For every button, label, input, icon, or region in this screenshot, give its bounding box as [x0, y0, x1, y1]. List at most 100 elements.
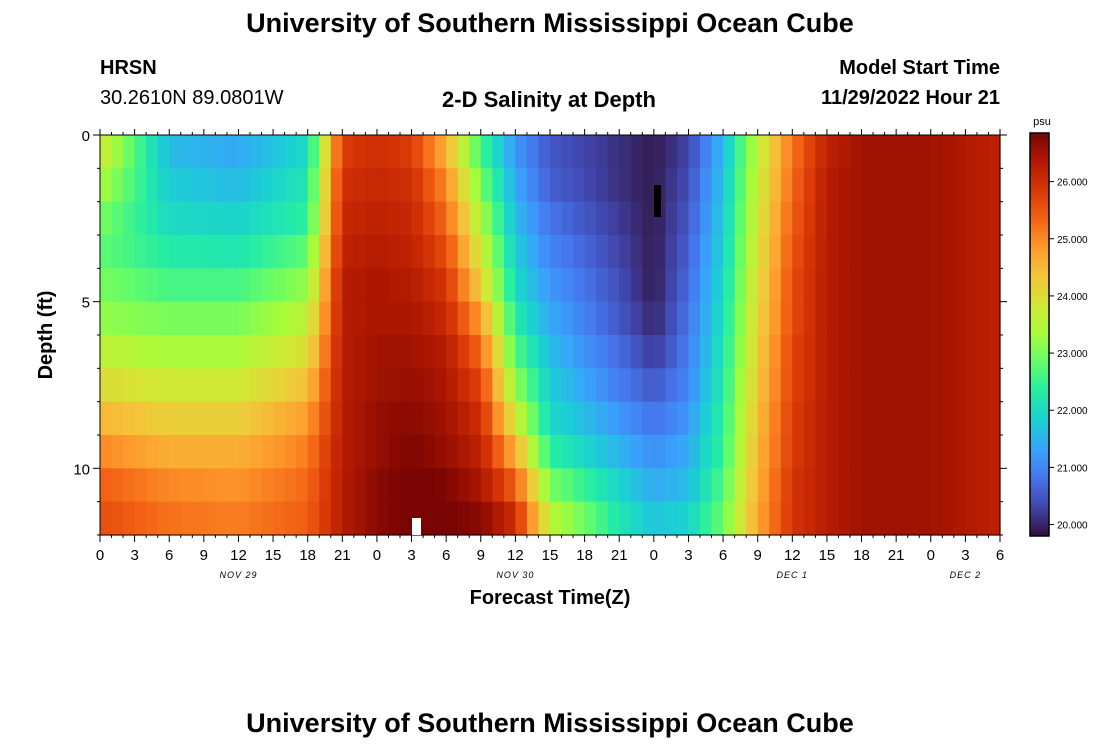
heatmap-cell: [988, 368, 1001, 403]
heatmap-cell: [596, 301, 609, 336]
heatmap-cell: [838, 435, 851, 469]
heatmap-cell: [376, 435, 390, 469]
heatmap-cell: [111, 368, 124, 403]
heatmap-cell: [850, 301, 863, 336]
heatmap-cell: [907, 368, 920, 403]
x-tick-label: 6: [996, 547, 1004, 564]
heatmap-cell: [192, 135, 205, 169]
x-tick-label: 3: [961, 547, 969, 564]
colorbar: psu 26.000 25.000 24.000 23.000 22.000 21.000…: [1029, 116, 1088, 537]
heatmap-cell: [538, 168, 551, 203]
heatmap-cell: [319, 368, 332, 403]
heatmap-cell: [573, 401, 586, 436]
heatmap-cell: [100, 168, 113, 203]
heatmap-cell: [838, 168, 851, 203]
heatmap-cell: [134, 368, 147, 403]
heatmap-cell: [873, 301, 886, 336]
heatmap-cell: [734, 335, 747, 369]
heatmap-cell: [457, 501, 470, 536]
heatmap-cell: [734, 435, 747, 469]
heatmap-cell: [100, 201, 113, 236]
heatmap-cell: [619, 235, 632, 269]
heatmap-cell: [861, 435, 874, 469]
heatmap-cell: [238, 268, 251, 303]
heatmap-cell: [700, 168, 713, 203]
heatmap-cell: [988, 135, 1001, 169]
heatmap-cell: [688, 235, 701, 269]
heatmap-cell: [976, 435, 990, 469]
heatmap-cell: [746, 135, 759, 169]
heatmap-cell: [930, 201, 943, 236]
heatmap-cell: [250, 235, 263, 269]
heatmap-cell: [180, 401, 193, 436]
heatmap-cell: [538, 301, 551, 336]
heatmap-cell: [988, 268, 1001, 303]
x-tick-label: 3: [684, 547, 692, 564]
date-label: DEC 1: [777, 570, 809, 580]
heatmap-cell: [607, 268, 620, 303]
heatmap-cell: [838, 301, 851, 336]
heatmap-cell: [400, 435, 413, 469]
heatmap-cell: [446, 501, 459, 536]
heatmap-cell: [976, 335, 990, 369]
heatmap-cell: [457, 301, 470, 336]
heatmap-cell: [330, 201, 343, 236]
heatmap-cell: [780, 401, 793, 436]
heatmap-cell: [607, 168, 620, 203]
heatmap-cell: [423, 335, 436, 369]
heatmap-cell: [965, 435, 978, 469]
heatmap-cell: [307, 435, 320, 469]
heatmap-cell: [146, 301, 159, 336]
heatmap-cell: [169, 235, 182, 269]
heatmap-cell: [884, 135, 897, 169]
gap-marker-black: [654, 185, 661, 217]
heatmap-cell: [169, 468, 182, 503]
heatmap-cell: [123, 301, 136, 336]
heatmap-cell: [307, 268, 320, 303]
heatmap-cell: [803, 168, 816, 203]
heatmap-cell: [123, 435, 136, 469]
heatmap-cell: [330, 335, 343, 369]
heatmap-cell: [861, 201, 874, 236]
heatmap-cell: [919, 501, 932, 536]
heatmap-cell: [215, 301, 228, 336]
heatmap-cell: [411, 468, 424, 503]
heatmap-cell: [353, 368, 366, 403]
heatmap-cell: [723, 235, 736, 269]
heatmap-cell: [296, 135, 309, 169]
heatmap-cell: [688, 501, 701, 536]
x-axis-label: Forecast Time(Z): [470, 587, 631, 609]
heatmap-cell: [400, 268, 413, 303]
colorbar-tick-label: 20.000: [1057, 521, 1088, 532]
heatmap-cell: [769, 468, 782, 503]
heatmap-cell: [273, 168, 286, 203]
heatmap-cell: [953, 335, 966, 369]
heatmap-cell: [215, 401, 228, 436]
heatmap-cell: [319, 168, 332, 203]
heatmap-cell: [180, 435, 193, 469]
heatmap-cell: [134, 201, 147, 236]
heatmap-cell: [607, 135, 620, 169]
heatmap-cell: [988, 201, 1001, 236]
heatmap-cell: [411, 368, 424, 403]
heatmap-cell: [353, 168, 366, 203]
heatmap-cell: [446, 401, 459, 436]
heatmap-cell: [480, 201, 493, 236]
heatmap-cell: [619, 435, 632, 469]
heatmap-cell: [688, 168, 701, 203]
heatmap-cell: [480, 301, 493, 336]
heatmap-cell: [930, 501, 943, 536]
heatmap-cell: [965, 301, 978, 336]
heatmap-cell: [180, 468, 193, 503]
heatmap-cell: [792, 268, 805, 303]
heatmap-cell: [353, 335, 366, 369]
heatmap-cell: [619, 201, 632, 236]
heatmap-cell: [884, 301, 897, 336]
heatmap-cell: [342, 401, 355, 436]
heatmap-cell: [434, 168, 447, 203]
heatmap-cell: [884, 468, 897, 503]
heatmap-cell: [446, 235, 459, 269]
heatmap-cell: [953, 468, 966, 503]
heatmap-cell: [688, 301, 701, 336]
heatmap-cell: [503, 135, 516, 169]
